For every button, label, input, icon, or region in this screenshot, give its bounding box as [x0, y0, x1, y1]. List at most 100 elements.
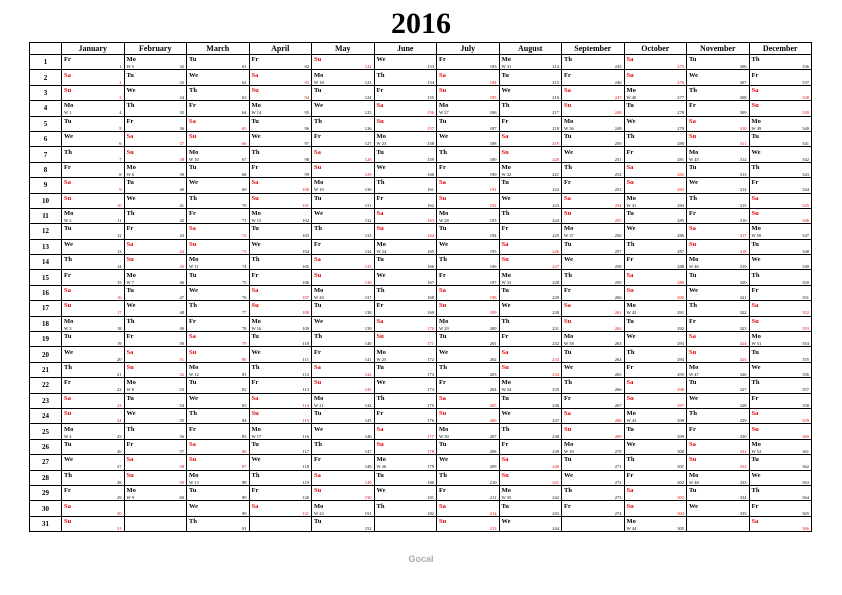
- day-of-year: 247: [614, 94, 622, 100]
- day-of-year: 181: [427, 495, 434, 501]
- day-of-year: 38: [179, 156, 185, 162]
- weekday-abbrev: Mo: [689, 364, 699, 371]
- day-of-year: 62: [242, 79, 247, 85]
- day-of-year: 151: [364, 510, 372, 516]
- week-number: W 31: [501, 64, 512, 70]
- weekday-abbrev: Tu: [689, 56, 697, 64]
- day-of-year: 74: [242, 264, 247, 270]
- day-of-year: 69: [242, 187, 247, 193]
- day-cell: Sa 324: [686, 331, 750, 348]
- day-cell: Fr 43: [123, 223, 187, 240]
- weekday-abbrev: We: [751, 256, 761, 264]
- weekday-abbrev: Mo: [751, 440, 761, 448]
- day-of-year: 310: [739, 125, 747, 131]
- weekday-abbrev: Tu: [251, 333, 259, 341]
- day-cell-content: We 125: [312, 102, 373, 115]
- day-of-month-label: 8: [29, 161, 62, 179]
- day-cell: Th 77: [186, 300, 250, 317]
- day-of-year: 147: [364, 448, 372, 454]
- day-cell-content: Mo W 23 158: [375, 132, 436, 146]
- day-cell: We 139: [311, 315, 375, 333]
- day-cell: We 195: [436, 238, 500, 256]
- day-of-year: 236: [552, 402, 559, 408]
- day-cell-content: Fr 309: [687, 102, 748, 116]
- day-of-year: 296: [677, 387, 684, 393]
- day-cell: Th 259: [561, 269, 625, 286]
- weekday-abbrev: Mo: [251, 102, 261, 110]
- day-of-year: 61: [242, 64, 247, 70]
- day-of-year: 309: [739, 110, 747, 116]
- day-of-month-label: 27: [29, 454, 62, 471]
- day-cell-content: Tu 320: [687, 271, 748, 285]
- weekday-abbrev: We: [564, 256, 574, 264]
- day-cell: Tu 292: [623, 315, 687, 333]
- day-cell: Fr 337: [748, 69, 812, 86]
- weekday-abbrev: Th: [501, 425, 510, 433]
- day-cell-content: Tu 257: [562, 240, 623, 254]
- day-cell: Th 14: [61, 254, 125, 271]
- weekday-abbrev: Sa: [501, 133, 509, 141]
- weekday-abbrev: Th: [314, 440, 322, 448]
- day-of-year: 22: [117, 387, 122, 393]
- weekday-abbrev: Fr: [314, 456, 321, 464]
- day-of-year: 155: [427, 94, 434, 100]
- day-cell-content: Fr 120: [250, 486, 311, 500]
- day-of-year: 8: [119, 171, 122, 177]
- day-of-year: 30: [117, 510, 122, 516]
- day-cell-content: Su 122: [312, 56, 373, 69]
- day-cell: Th 287: [623, 238, 687, 256]
- day-of-year: 244: [552, 525, 559, 531]
- day-of-year: 85: [242, 433, 247, 439]
- weekday-abbrev: We: [689, 502, 699, 510]
- day-of-year: 275: [677, 64, 684, 70]
- weekday-abbrev: Su: [376, 117, 384, 125]
- day-of-year: 177: [427, 433, 434, 439]
- day-cell-content: Mo W 39 270: [562, 440, 623, 454]
- day-cell-content: Fr 316: [687, 209, 748, 223]
- day-cell: Sa 310: [686, 115, 750, 132]
- week-number: W 42: [626, 310, 637, 316]
- day-of-year: 36: [179, 125, 185, 131]
- day-cell: Th 203: [436, 361, 500, 379]
- day-cell: Th 196: [436, 254, 500, 271]
- weekday-abbrev: Sa: [626, 379, 634, 387]
- day-cell: We 300: [623, 438, 687, 456]
- day-cell-content: Tu 187: [437, 117, 498, 131]
- day-cell-content: Su 192: [437, 194, 498, 208]
- weekday-abbrev: Th: [564, 271, 572, 279]
- day-cell-content: Fr 162: [375, 194, 436, 208]
- weekday-abbrev: Fr: [501, 440, 509, 448]
- day-cell: Mo W 12 81: [186, 361, 250, 379]
- day-of-year: 363: [802, 479, 809, 485]
- weekday-abbrev: Mo: [251, 210, 261, 218]
- weekday-abbrev: Mo: [689, 256, 699, 264]
- weekday-abbrev: Sa: [564, 86, 571, 94]
- day-of-year: 166: [427, 264, 434, 270]
- day-cell-content: Th 182: [375, 502, 436, 516]
- day-cell: Sa 2: [61, 69, 125, 86]
- day-of-year: 3: [119, 94, 122, 100]
- day-cell: Th 280: [623, 130, 687, 148]
- day-cell: Su 45: [123, 254, 187, 271]
- day-of-year: 289: [677, 279, 684, 285]
- day-of-year: 40: [179, 187, 185, 193]
- week-number: W 30: [439, 433, 449, 439]
- day-of-year: 97: [304, 141, 310, 147]
- day-of-month-label: 20: [29, 346, 62, 363]
- day-cell-content: Tu 33: [125, 71, 186, 85]
- weekday-abbrev: Th: [314, 225, 322, 233]
- day-cell: Th 217: [498, 100, 562, 117]
- day-cell-content: Th 280: [625, 132, 686, 146]
- day-cell: Th 7: [61, 146, 125, 163]
- day-of-year: 167: [427, 279, 434, 285]
- day-of-year: 76: [242, 295, 247, 301]
- day-of-month-label: 21: [29, 361, 62, 379]
- day-cell-content: Sa 86: [187, 440, 248, 454]
- weekday-abbrev: We: [439, 456, 449, 464]
- day-cell: Fr 113: [248, 377, 312, 394]
- weekday-abbrev: Fr: [626, 364, 634, 371]
- day-cell: Mo W 20 137: [311, 284, 375, 302]
- weekday-abbrev: Su: [626, 502, 634, 510]
- day-cell: Fr 127: [311, 130, 375, 148]
- day-cell-content: Sa 366: [750, 517, 811, 531]
